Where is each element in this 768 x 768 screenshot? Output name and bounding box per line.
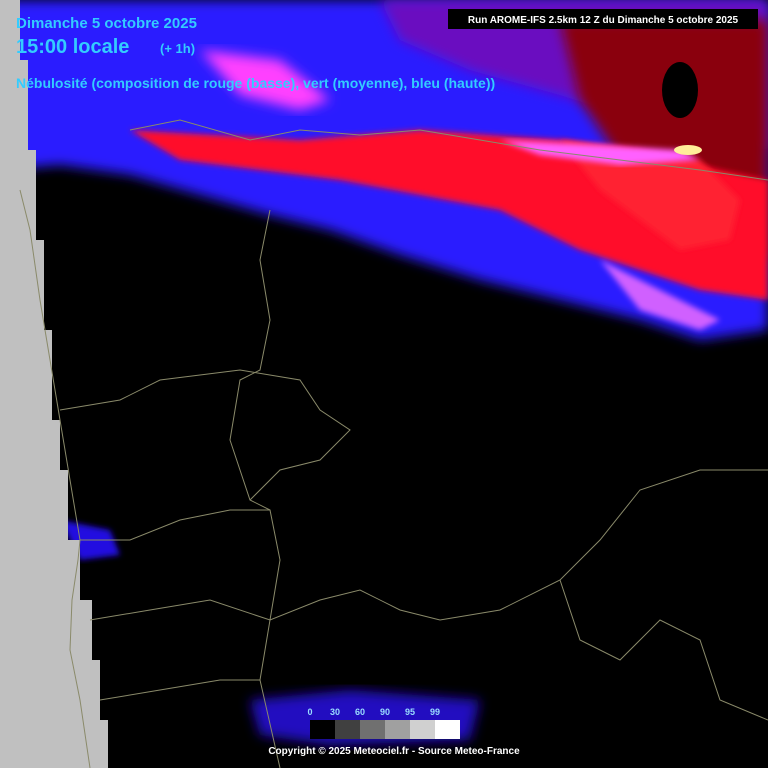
legend-label: 0 — [307, 707, 312, 717]
time-offset: (+ 1h) — [160, 41, 195, 56]
legend-swatch — [335, 720, 360, 739]
legend-swatch — [310, 720, 335, 739]
run-info-box — [448, 9, 758, 29]
copyright: Copyright © 2025 Meteociel.fr - Source M… — [268, 746, 520, 757]
border — [89, 469, 768, 621]
legend-label: 60 — [355, 707, 365, 717]
border — [59, 369, 351, 501]
north-coast — [129, 119, 768, 181]
outside-domain — [0, 0, 108, 768]
legend-swatch — [385, 720, 410, 739]
time: 15:00 locale — [16, 36, 129, 58]
coastline — [19, 189, 91, 768]
border — [80, 509, 270, 541]
legend-label: 30 — [330, 707, 340, 717]
cloud-field — [0, 0, 768, 745]
legend-label: 99 — [430, 707, 440, 717]
legend: 0 30 60 90 95 99 — [307, 707, 460, 739]
date: Dimanche 5 octobre 2025 — [16, 15, 197, 32]
legend-swatch — [360, 720, 385, 739]
subtitle: Nébulosité (composition de rouge (basse)… — [16, 75, 495, 91]
border — [559, 579, 768, 721]
border — [99, 679, 260, 701]
legend-swatch — [410, 720, 435, 739]
run-info: Run AROME-IFS 2.5km 12 Z du Dimanche 5 o… — [468, 15, 739, 26]
legend-label: 90 — [380, 707, 390, 717]
legend-swatch — [435, 720, 460, 739]
border — [229, 209, 281, 768]
legend-label: 95 — [405, 707, 415, 717]
